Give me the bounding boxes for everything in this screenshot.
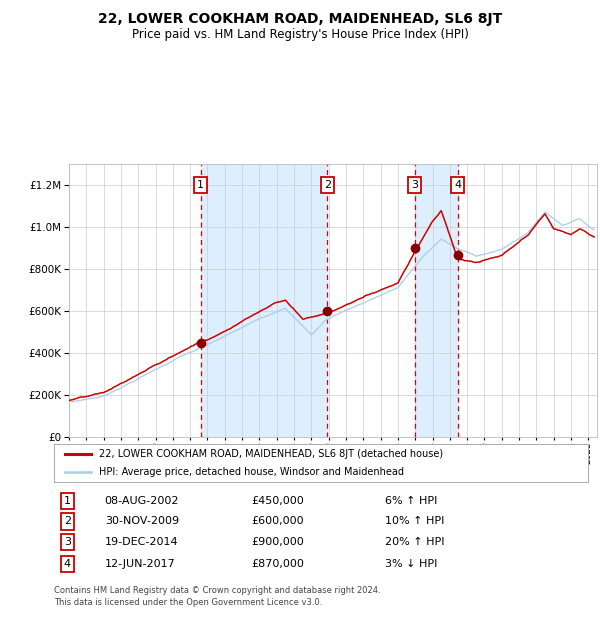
Bar (415, 164, 458, 437)
Text: 20% ↑ HPI: 20% ↑ HPI (385, 537, 445, 547)
Text: 2: 2 (324, 180, 331, 190)
Text: Contains HM Land Registry data © Crown copyright and database right 2024.: Contains HM Land Registry data © Crown c… (54, 586, 380, 595)
Text: 22, LOWER COOKHAM ROAD, MAIDENHEAD, SL6 8JT (detached house): 22, LOWER COOKHAM ROAD, MAIDENHEAD, SL6 … (100, 450, 443, 459)
Text: 12-JUN-2017: 12-JUN-2017 (105, 559, 175, 569)
Bar (200, 164, 327, 437)
Text: 3% ↓ HPI: 3% ↓ HPI (385, 559, 437, 569)
Text: £450,000: £450,000 (251, 496, 304, 506)
Text: £870,000: £870,000 (251, 559, 304, 569)
Text: £600,000: £600,000 (251, 516, 304, 526)
Text: 1: 1 (197, 180, 204, 190)
Text: 22, LOWER COOKHAM ROAD, MAIDENHEAD, SL6 8JT: 22, LOWER COOKHAM ROAD, MAIDENHEAD, SL6 … (98, 12, 502, 25)
Text: This data is licensed under the Open Government Licence v3.0.: This data is licensed under the Open Gov… (54, 598, 322, 607)
Text: 4: 4 (64, 559, 71, 569)
Text: 1: 1 (64, 496, 71, 506)
Text: 30-NOV-2009: 30-NOV-2009 (105, 516, 179, 526)
Text: HPI: Average price, detached house, Windsor and Maidenhead: HPI: Average price, detached house, Wind… (100, 467, 404, 477)
Text: 2: 2 (64, 516, 71, 526)
Text: Price paid vs. HM Land Registry's House Price Index (HPI): Price paid vs. HM Land Registry's House … (131, 28, 469, 40)
Text: 3: 3 (64, 537, 71, 547)
Text: 4: 4 (454, 180, 461, 190)
Text: 6% ↑ HPI: 6% ↑ HPI (385, 496, 437, 506)
Text: 08-AUG-2002: 08-AUG-2002 (105, 496, 179, 506)
Text: 10% ↑ HPI: 10% ↑ HPI (385, 516, 445, 526)
Text: 19-DEC-2014: 19-DEC-2014 (105, 537, 178, 547)
Text: £900,000: £900,000 (251, 537, 304, 547)
Text: 3: 3 (411, 180, 418, 190)
